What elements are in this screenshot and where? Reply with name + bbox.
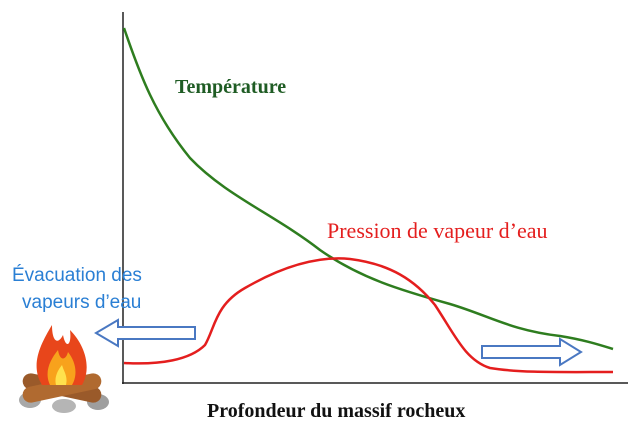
temperature-label: Température (175, 76, 286, 98)
evacuation-label: vapeurs d’eau (22, 292, 141, 313)
left-arrow (96, 320, 195, 346)
page: Température Pression de vapeur d’eau Éva… (0, 0, 633, 421)
pressure-label: Pression de vapeur d’eau (327, 218, 548, 243)
evacuation-label: Évacuation des (12, 265, 142, 286)
diagram: Température Pression de vapeur d’eau Éva… (0, 0, 633, 421)
right-arrow (482, 339, 581, 365)
campfire-icon (19, 325, 109, 413)
x-axis-label: Profondeur du massif rocheux (207, 400, 465, 421)
